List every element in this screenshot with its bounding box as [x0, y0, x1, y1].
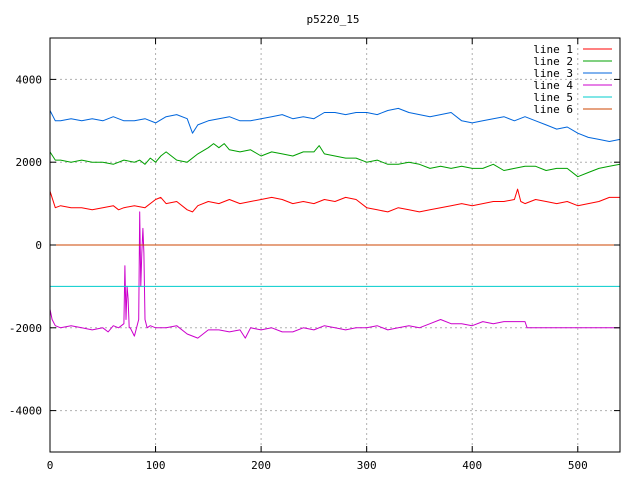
series-line-2: [49, 143, 621, 178]
series-line-1: [49, 188, 620, 213]
legend-label: line 3: [533, 67, 573, 80]
y-tick-label: 0: [35, 239, 42, 252]
legend-label: line 5: [533, 91, 573, 104]
y-tick-label: -4000: [9, 405, 42, 418]
legend-label: line 1: [533, 43, 573, 56]
y-tick-label: 2000: [16, 156, 43, 169]
series-line-4: [49, 211, 620, 339]
chart-title: p5220_15: [307, 13, 360, 26]
x-tick-label: 100: [146, 459, 166, 472]
legend-label: line 2: [533, 55, 573, 68]
x-tick-label: 400: [462, 459, 482, 472]
y-tick-label: -2000: [9, 322, 42, 335]
x-tick-label: 500: [568, 459, 588, 472]
data-series: [49, 107, 621, 339]
legend-label: line 4: [533, 79, 573, 92]
legend-label: line 6: [533, 103, 573, 116]
axis-ticks: 0 100 200 300 400 500 -4000 -2000 0 2000 4000: [9, 38, 620, 472]
x-tick-label: 0: [47, 459, 54, 472]
x-tick-label: 300: [357, 459, 377, 472]
y-tick-label: 4000: [16, 73, 43, 86]
x-tick-label: 200: [251, 459, 271, 472]
series-line-3: [49, 107, 621, 142]
